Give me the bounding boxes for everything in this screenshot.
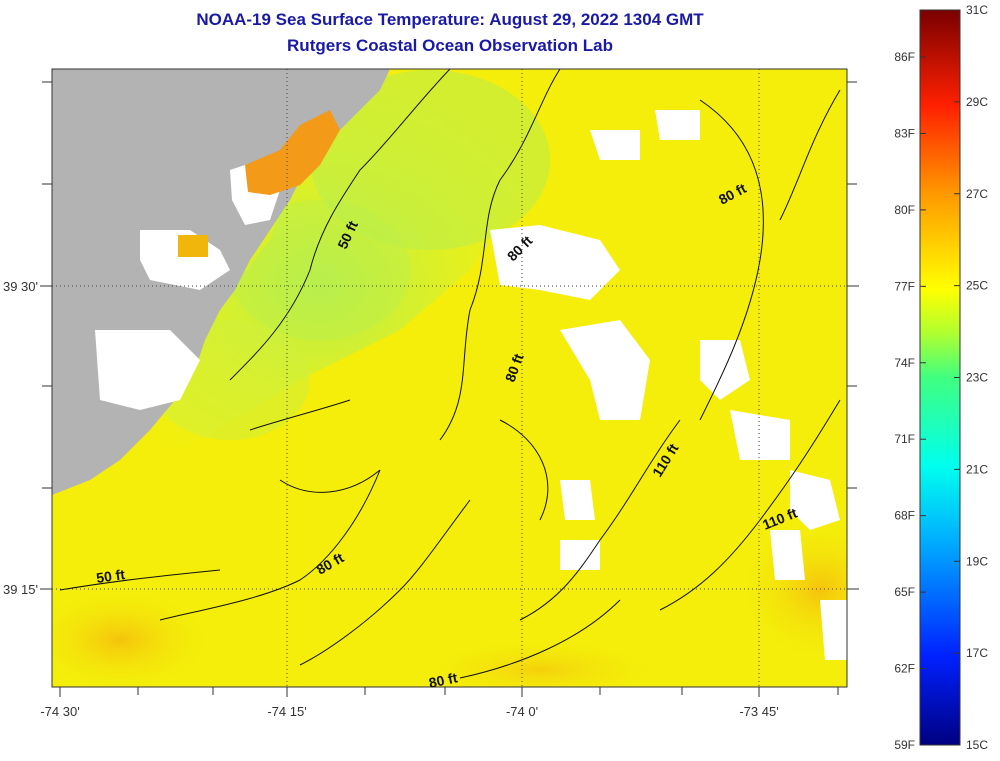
colorbar-f-label: 59F — [894, 738, 915, 752]
graticule — [52, 69, 847, 687]
colorbar-f-label: 65F — [894, 585, 915, 599]
map-frame — [51, 68, 848, 688]
colorbar-f-label: 77F — [894, 279, 915, 293]
colorbar-c-label: 25C — [966, 279, 988, 293]
x-tick-label: -74 0' — [506, 704, 538, 719]
cloud-mask — [95, 110, 847, 660]
warm-bay-patch — [245, 110, 340, 195]
colorbar-f-label: 83F — [894, 126, 915, 140]
bathymetry-contours — [59, 69, 841, 679]
sst-field — [52, 69, 847, 687]
colorbar-c-label: 17C — [966, 646, 988, 660]
contour-label: 50 ft — [95, 566, 126, 586]
chart-title: NOAA-19 Sea Surface Temperature: August … — [196, 10, 704, 29]
colorbar-f-label: 86F — [894, 50, 915, 64]
colorbar-ticks: 86F 83F 80F 77F 74F 71F 68F 65F 62F 59F 31C 29C 27C 2… — [894, 3, 988, 752]
colorbar-f-label: 62F — [894, 662, 915, 676]
y-tick-label: 39 30' — [3, 279, 38, 294]
colorbar-c-label: 27C — [966, 187, 988, 201]
colorbar-c-label: 29C — [966, 95, 988, 109]
colorbar-f-label: 74F — [894, 356, 915, 370]
colorbar-c-label: 19C — [966, 554, 988, 568]
contour-label: 80 ft — [427, 669, 459, 691]
colorbar-c-label: 21C — [966, 462, 988, 476]
colorbar-c-label: 15C — [966, 738, 988, 752]
colorbar-f-label: 71F — [894, 432, 915, 446]
y-tick-label: 39 15' — [3, 582, 38, 597]
x-tick-label: -73 45' — [739, 704, 778, 719]
x-tick-label: -74 30' — [40, 704, 79, 719]
colorbar-c-label: 23C — [966, 371, 988, 385]
colorbar-c-label: 31C — [966, 3, 988, 17]
x-tick-label: -74 15' — [267, 704, 306, 719]
colorbar-f-label: 80F — [894, 203, 915, 217]
colorbar-f-label: 68F — [894, 509, 915, 523]
tick-marks — [40, 81, 859, 697]
chart-subtitle: Rutgers Coastal Ocean Observation Lab — [287, 36, 613, 55]
